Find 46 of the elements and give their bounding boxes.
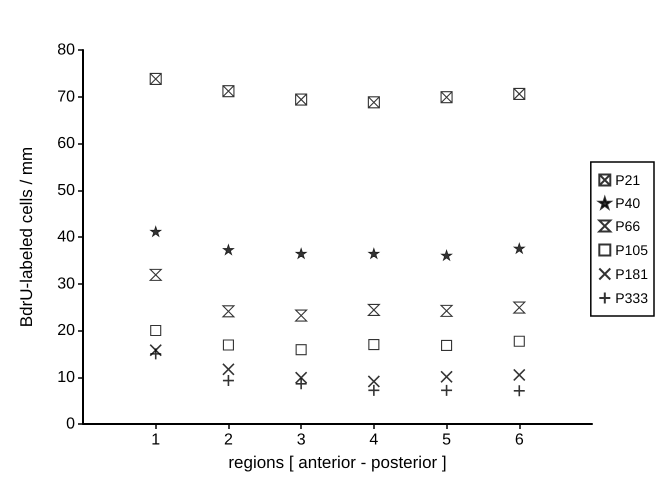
point (368, 338, 380, 350)
point (222, 244, 234, 256)
point (222, 363, 235, 376)
x-axis-title: regions [ anterior - posterior ] (228, 453, 447, 472)
point (295, 248, 307, 259)
x-tick-label: 5 (442, 432, 452, 448)
x-tick-label: 1 (151, 432, 160, 448)
y-tick-label: 10 (57, 368, 76, 386)
x-tick-label: 6 (514, 432, 524, 448)
point (513, 88, 526, 100)
legend-label: P333 (615, 290, 648, 306)
y-tick-label: 60 (57, 135, 76, 152)
y-tick-label: 20 (57, 322, 76, 339)
point (368, 248, 380, 259)
point (513, 242, 526, 254)
legend-label: P105 (615, 242, 648, 258)
legend-label: P40 (615, 195, 640, 211)
y-tick-label: 40 (57, 228, 76, 246)
point (222, 339, 234, 351)
y-tick-label: 80 (57, 42, 76, 58)
point (150, 324, 162, 336)
point (441, 340, 452, 352)
point (294, 371, 308, 384)
point (296, 344, 307, 356)
x-tick-label: 3 (296, 432, 306, 448)
point (295, 94, 308, 106)
y-axis-title: BdrU-labeled cells / mm (17, 146, 36, 328)
y-tick-label: 30 (57, 275, 76, 292)
y-tick-label: 70 (57, 88, 76, 106)
point (368, 375, 380, 388)
point (440, 91, 453, 104)
point (514, 336, 525, 347)
point (368, 96, 380, 108)
point (440, 250, 452, 261)
point (512, 368, 526, 382)
point (149, 344, 162, 356)
x-tick-label: 2 (224, 432, 233, 448)
y-tick-label: 50 (57, 182, 76, 199)
y-tick-label: 0 (66, 416, 76, 432)
point (440, 370, 453, 384)
point (150, 226, 162, 237)
legend-label: P181 (615, 266, 648, 282)
legend-label: P21 (615, 172, 640, 188)
point (222, 85, 234, 98)
point (150, 72, 162, 86)
x-tick-label: 4 (369, 432, 378, 448)
